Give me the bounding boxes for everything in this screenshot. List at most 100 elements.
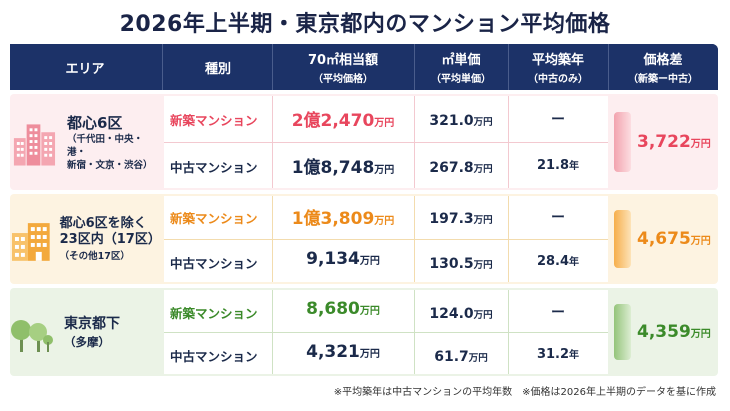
- unit: 万円: [473, 310, 493, 321]
- unit-price-value: 124.0: [429, 306, 474, 322]
- col-divider: [508, 196, 509, 282]
- diff-central6: 3,722万円: [608, 112, 718, 172]
- header-unit-price: ㎡単価 （平均単価）: [414, 44, 508, 90]
- header-price: 70㎡相当額 （平均価格）: [272, 44, 414, 90]
- header-price-sub: （平均価格）: [313, 74, 373, 85]
- unit-price-used: 267.8万円: [414, 157, 508, 176]
- unit-price-new: 124.0万円: [414, 303, 508, 322]
- age-new: ー: [508, 109, 608, 129]
- age-new: ー: [508, 207, 608, 227]
- diff-number: 4,359: [637, 322, 691, 342]
- header-unit-price-label: ㎡単価: [441, 53, 481, 68]
- unit-price-value: 197.3: [429, 211, 474, 227]
- area-name-line2: 23区内（17区）: [59, 231, 161, 247]
- price-value: 1億8,748: [291, 158, 375, 178]
- header-diff-sub: （新築ー中古）: [628, 74, 698, 85]
- unit-price-used: 130.5万円: [414, 253, 508, 272]
- unit: 万円: [690, 236, 711, 247]
- area-sub: 新宿・文京・渋谷）: [66, 159, 153, 171]
- age-value: ー: [551, 305, 565, 321]
- col-divider: [508, 96, 509, 188]
- unit-price-value: 61.7: [434, 349, 469, 365]
- area-tama: 東京都下 （多摩）: [10, 296, 160, 370]
- col-divider: [272, 196, 273, 282]
- price-used: 1億8,748万円: [272, 153, 414, 178]
- unit-price-used: 61.7万円: [414, 346, 508, 365]
- price-new: 2億2,470万円: [272, 106, 414, 131]
- header-area-label: エリア: [65, 61, 105, 77]
- col-divider: [508, 290, 509, 374]
- unit: 万円: [473, 117, 493, 128]
- city-buildings-icon: [13, 124, 56, 166]
- age-used: 21.8年: [508, 157, 608, 173]
- price-new: 1億3,809万円: [272, 204, 414, 229]
- unit: 万円: [374, 118, 395, 129]
- diff-value: 3,722万円: [637, 132, 711, 152]
- price-value: 8,680: [306, 299, 360, 319]
- col-divider: [414, 96, 415, 188]
- unit-price-value: 321.0: [429, 113, 474, 129]
- header-unit-price-sub: （平均単価）: [431, 74, 491, 85]
- header-area: エリア: [10, 44, 160, 90]
- footnote: ※平均築年は中古マンションの平均年数 ※価格は2026年上半期のデータを基に作成: [333, 387, 716, 398]
- type-used: 中古マンション: [170, 160, 258, 175]
- unit: 万円: [359, 306, 380, 317]
- unit: 万円: [359, 256, 380, 267]
- unit: 年: [569, 161, 580, 172]
- area-sub: （千代田・中央・港・: [66, 133, 143, 158]
- area-other17: 都心6区を除く 23区内（17区） （その他17区）: [10, 200, 161, 278]
- header-divider: [608, 44, 609, 90]
- page-title: 2026年上半期・東京都内のマンション平均価格: [119, 12, 611, 37]
- unit: 万円: [473, 164, 493, 175]
- header-divider: [272, 44, 273, 90]
- unit: 万円: [690, 139, 711, 150]
- unit: 万円: [468, 353, 488, 364]
- price-new: 8,680万円: [272, 299, 414, 319]
- col-divider: [272, 290, 273, 374]
- age-value: 31.2: [536, 347, 570, 362]
- col-divider: [414, 290, 415, 374]
- unit: 年: [569, 350, 580, 361]
- age-used: 31.2年: [508, 346, 608, 362]
- diff-value: 4,359万円: [637, 322, 711, 342]
- diff-tama: 4,359万円: [608, 304, 718, 360]
- unit-price-new: 197.3万円: [414, 208, 508, 227]
- price-value: 4,321: [306, 342, 360, 362]
- header-divider: [414, 44, 415, 90]
- type-used: 中古マンション: [170, 256, 258, 271]
- trees-icon: [11, 320, 53, 352]
- header-diff-label: 価格差: [643, 53, 683, 68]
- header-age-sub: （中古のみ）: [528, 74, 588, 85]
- header-age-label: 平均築年: [531, 53, 584, 68]
- type-new: 新築マンション: [170, 113, 258, 128]
- diff-number: 4,675: [637, 229, 691, 249]
- unit: 万円: [359, 349, 380, 360]
- diff-bar: [614, 304, 631, 360]
- col-divider: [272, 96, 273, 188]
- row-divider: [164, 239, 608, 240]
- type-new: 新築マンション: [170, 306, 258, 321]
- residential-buildings-icon: [11, 223, 50, 261]
- area-name: 東京都下: [64, 316, 120, 332]
- diff-other17: 4,675万円: [608, 210, 718, 268]
- price-value: 9,134: [306, 249, 360, 269]
- type-new: 新築マンション: [170, 211, 258, 226]
- col-divider: [414, 196, 415, 282]
- price-used: 9,134万円: [272, 249, 414, 269]
- row-divider: [164, 332, 608, 333]
- age-used: 28.4年: [508, 253, 608, 269]
- diff-number: 3,722: [637, 132, 691, 152]
- header-diff: 価格差 （新築ー中古）: [608, 44, 718, 90]
- price-value: 2億2,470: [291, 111, 375, 131]
- area-name: 都心6区: [66, 113, 123, 132]
- age-value: 28.4: [536, 254, 570, 269]
- unit-price-value: 130.5: [429, 256, 474, 272]
- header-type-label: 種別: [204, 61, 231, 77]
- age-new: ー: [508, 302, 608, 322]
- header-type: 種別: [164, 44, 272, 90]
- price-value: 1億3,809: [291, 209, 375, 229]
- unit: 万円: [374, 216, 395, 227]
- age-value: ー: [551, 210, 565, 226]
- area-sub: （その他17区）: [59, 250, 130, 262]
- price-used: 4,321万円: [272, 342, 414, 362]
